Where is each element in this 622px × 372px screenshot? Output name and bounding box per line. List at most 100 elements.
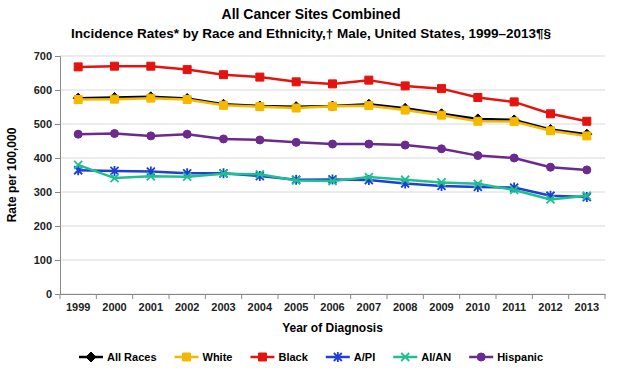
series-marker — [255, 101, 265, 111]
series-marker — [438, 178, 446, 186]
series-marker — [220, 170, 228, 178]
series-marker — [474, 152, 482, 160]
y-tick-mark — [55, 260, 60, 261]
series-marker — [546, 124, 556, 134]
series-marker — [220, 135, 228, 143]
series — [74, 165, 591, 202]
grid-line — [60, 294, 605, 295]
y-tick-label: 600 — [34, 84, 52, 96]
series-marker — [256, 171, 264, 181]
series-marker — [365, 173, 373, 181]
series-marker — [583, 132, 591, 140]
legend-label: White — [203, 351, 233, 363]
series-marker — [583, 117, 591, 125]
y-tick: 200 — [34, 220, 60, 232]
series-marker — [292, 176, 300, 184]
x-tick-label: 2009 — [429, 301, 453, 313]
series-marker — [510, 154, 518, 162]
series-line — [78, 165, 587, 200]
series-marker — [547, 110, 555, 118]
legend-marker — [334, 352, 342, 362]
series-marker — [510, 118, 518, 126]
series-line — [78, 66, 587, 121]
y-axis-title: Rate per 100,000 — [5, 127, 19, 222]
series-marker — [547, 163, 555, 171]
x-tick-mark — [496, 294, 497, 299]
x-tick: 1999 — [66, 294, 90, 313]
series-marker — [74, 63, 82, 71]
series-marker — [329, 80, 337, 88]
y-tick-mark — [55, 90, 60, 91]
x-tick: 2008 — [393, 294, 417, 313]
x-tick-label: 2001 — [139, 301, 163, 313]
series-marker — [474, 93, 482, 101]
x-axis-title: Year of Diagnosis — [282, 321, 383, 335]
series-marker — [329, 140, 337, 148]
series-marker — [292, 78, 300, 86]
series — [74, 94, 591, 140]
x-tick: 2009 — [429, 294, 453, 313]
series-marker — [400, 103, 410, 113]
x-tick-mark — [568, 294, 569, 299]
x-tick-mark — [532, 294, 533, 299]
y-tick-label: 500 — [34, 118, 52, 130]
series-marker — [74, 130, 82, 138]
series-line — [78, 98, 587, 136]
series-marker — [509, 115, 519, 125]
legend-item: Hispanic — [469, 351, 543, 363]
series-marker — [329, 174, 337, 184]
x-tick-label: 2005 — [284, 301, 308, 313]
x-tick-mark — [132, 294, 133, 299]
legend-item: A/PI — [326, 351, 375, 363]
x-tick-label: 2006 — [320, 301, 344, 313]
series-marker — [291, 102, 301, 112]
x-tick: 2010 — [466, 294, 490, 313]
series-marker — [256, 136, 264, 144]
x-tick-label: 2011 — [502, 301, 526, 313]
legend-item: White — [175, 351, 233, 363]
title: All Cancer Sites Combined — [222, 6, 401, 22]
subtitle: Incidence Rates* by Race and Ethnicity,†… — [71, 26, 551, 41]
series-marker — [365, 76, 373, 84]
series-marker — [183, 130, 191, 138]
legend-marker — [86, 352, 96, 362]
x-tick-mark — [60, 294, 61, 299]
series-marker — [510, 98, 518, 106]
series-marker — [220, 71, 228, 79]
series-marker — [437, 109, 447, 119]
y-tick: 300 — [34, 186, 60, 198]
x-tick-label: 2008 — [393, 301, 417, 313]
y-tick: 0 — [46, 288, 60, 300]
series-marker — [401, 176, 409, 184]
x-tick: 2004 — [248, 294, 273, 313]
series-marker — [438, 85, 446, 93]
series-marker — [474, 117, 482, 125]
series-marker — [292, 104, 300, 112]
x-tick-label: 2010 — [466, 301, 490, 313]
legend-label: Black — [278, 351, 308, 363]
x-tick-label: 2012 — [538, 301, 562, 313]
y-tick-label: 200 — [34, 220, 52, 232]
plot: 0100200300400500600700199920002001200220… — [34, 50, 606, 313]
series — [74, 62, 591, 125]
series-marker — [582, 129, 592, 139]
y-axis: 0100200300400500600700 — [34, 50, 61, 300]
grid-line — [60, 90, 605, 91]
marks — [73, 62, 592, 203]
series-marker — [146, 92, 156, 102]
x-tick-label: 1999 — [66, 301, 90, 313]
x-tick-label: 2003 — [211, 301, 235, 313]
series-marker — [111, 95, 119, 103]
series-marker — [73, 93, 83, 103]
x-tick: 2013 — [575, 294, 599, 313]
legend-marker — [258, 353, 266, 361]
series-marker — [147, 94, 155, 102]
series-marker — [111, 130, 119, 138]
x-tick-mark — [278, 294, 279, 299]
x-tick: 2002 — [175, 294, 199, 313]
x-axis: 1999200020012002200320042005200620072008… — [60, 294, 606, 313]
legend-marker — [477, 353, 485, 361]
series — [74, 130, 591, 174]
series-marker — [147, 172, 155, 180]
series-marker — [183, 96, 191, 104]
